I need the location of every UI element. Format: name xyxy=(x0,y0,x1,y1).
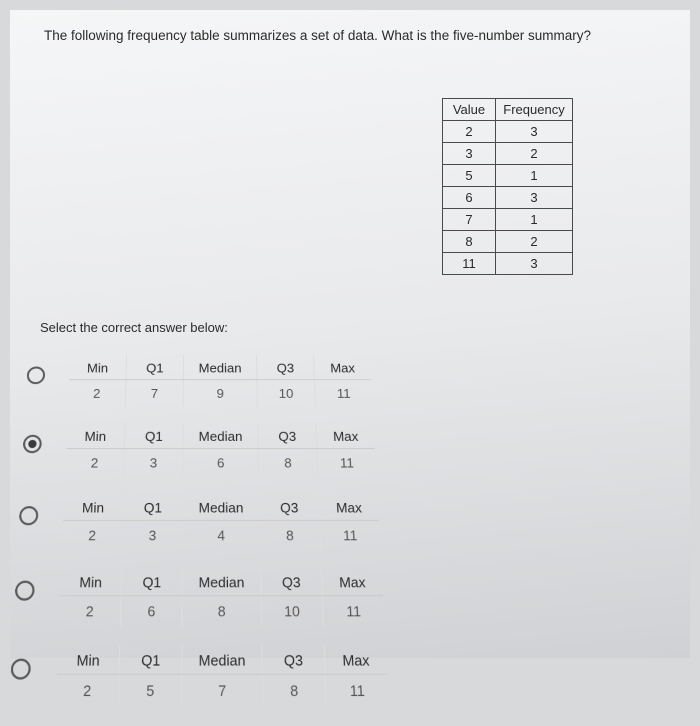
radio-button[interactable] xyxy=(15,581,35,601)
summary-value: 11 xyxy=(314,380,372,407)
summary-value: 8 xyxy=(260,520,321,550)
summary-header: Q3 xyxy=(262,645,325,674)
summary-header: Q1 xyxy=(126,355,184,380)
summary-header: Max xyxy=(319,494,379,521)
summary-value: 6 xyxy=(120,596,182,627)
answer-option[interactable]: MinQ1MedianQ3Max 236811 xyxy=(21,423,376,477)
summary-header: Min xyxy=(60,567,121,595)
summary-value: 8 xyxy=(258,449,318,477)
freq-row: 82 xyxy=(443,231,573,253)
freq-row: 63 xyxy=(443,187,573,209)
freq-row: 51 xyxy=(443,165,573,187)
summary-header: Q3 xyxy=(257,355,315,380)
summary-value: 11 xyxy=(325,674,389,706)
freq-cell: 1 xyxy=(496,165,573,187)
summary-header: Q3 xyxy=(260,567,322,595)
freq-header-value: Value xyxy=(443,99,496,121)
freq-row: 32 xyxy=(443,143,573,165)
radio-button[interactable] xyxy=(23,435,42,453)
summary-header: Median xyxy=(182,645,262,674)
freq-cell: 11 xyxy=(443,253,496,275)
summary-value: 10 xyxy=(261,596,323,627)
summary-header: Min xyxy=(69,355,127,380)
summary-table: MinQ1MedianQ3Max 234811 xyxy=(62,494,381,551)
summary-value: 10 xyxy=(257,380,315,407)
freq-row: 23 xyxy=(443,121,573,143)
summary-table: MinQ1MedianQ3Max 236811 xyxy=(65,423,377,477)
summary-header: Median xyxy=(183,355,257,380)
summary-header: Median xyxy=(182,567,261,595)
options-container: MinQ1MedianQ3Max2791011MinQ1MedianQ3Max2… xyxy=(8,355,390,726)
summary-value: 2 xyxy=(65,449,124,477)
summary-header: Max xyxy=(314,355,372,380)
freq-cell: 5 xyxy=(443,165,496,187)
summary-header: Q1 xyxy=(121,567,183,595)
summary-table: MinQ1MedianQ3Max 2681011 xyxy=(59,567,385,626)
answer-option[interactable]: MinQ1MedianQ3Max 257811 xyxy=(9,645,389,707)
summary-value: 2 xyxy=(62,520,123,550)
freq-cell: 3 xyxy=(443,143,496,165)
summary-header: Q3 xyxy=(258,423,317,449)
summary-header: Max xyxy=(324,645,387,674)
summary-header: Min xyxy=(57,645,120,674)
summary-value: 11 xyxy=(320,520,381,550)
summary-header: Median xyxy=(183,423,258,449)
summary-header: Max xyxy=(321,567,383,595)
summary-value: 11 xyxy=(317,449,377,477)
summary-header: Q1 xyxy=(124,423,183,449)
radio-button[interactable] xyxy=(26,367,45,385)
summary-value: 7 xyxy=(125,380,183,407)
freq-cell: 6 xyxy=(443,187,496,209)
radio-button[interactable] xyxy=(19,506,39,525)
freq-row: 71 xyxy=(443,209,573,231)
select-prompt: Select the correct answer below: xyxy=(40,320,228,335)
summary-value: 6 xyxy=(183,449,259,477)
summary-value: 2 xyxy=(59,596,121,627)
summary-value: 3 xyxy=(124,449,183,477)
freq-cell: 2 xyxy=(496,143,573,165)
summary-value: 4 xyxy=(183,520,261,550)
summary-value: 2 xyxy=(56,674,120,706)
question-text: The following frequency table summarizes… xyxy=(44,28,591,43)
summary-value: 9 xyxy=(183,380,257,407)
summary-header: Median xyxy=(183,494,260,521)
summary-header: Q3 xyxy=(259,494,319,521)
summary-value: 3 xyxy=(122,520,183,550)
summary-header: Min xyxy=(63,494,123,521)
summary-header: Max xyxy=(316,423,375,449)
summary-header: Q1 xyxy=(123,494,183,521)
freq-header-frequency: Frequency xyxy=(496,99,573,121)
answer-option[interactable]: MinQ1MedianQ3Max 2791011 xyxy=(25,355,373,407)
summary-value: 7 xyxy=(182,674,263,706)
answer-option[interactable]: MinQ1MedianQ3Max 234811 xyxy=(17,494,380,551)
freq-cell: 3 xyxy=(496,253,573,275)
summary-header: Min xyxy=(66,423,125,449)
frequency-table: Value Frequency 233251637182113 xyxy=(442,98,573,275)
answer-option[interactable]: MinQ1MedianQ3Max 2681011 xyxy=(13,567,385,626)
freq-cell: 7 xyxy=(443,209,496,231)
summary-value: 2 xyxy=(68,380,126,407)
freq-cell: 3 xyxy=(496,187,573,209)
summary-value: 8 xyxy=(262,674,326,706)
freq-row: 113 xyxy=(443,253,573,275)
summary-header: Q1 xyxy=(119,645,182,674)
summary-table: MinQ1MedianQ3Max 2791011 xyxy=(68,355,373,407)
freq-cell: 8 xyxy=(443,231,496,253)
freq-cell: 3 xyxy=(496,121,573,143)
freq-cell: 1 xyxy=(496,209,573,231)
freq-cell: 2 xyxy=(443,121,496,143)
radio-button[interactable] xyxy=(10,659,31,680)
freq-cell: 2 xyxy=(496,231,573,253)
summary-value: 8 xyxy=(182,596,261,627)
summary-value: 5 xyxy=(118,674,182,706)
summary-value: 11 xyxy=(322,596,385,627)
summary-table: MinQ1MedianQ3Max 257811 xyxy=(56,645,390,707)
